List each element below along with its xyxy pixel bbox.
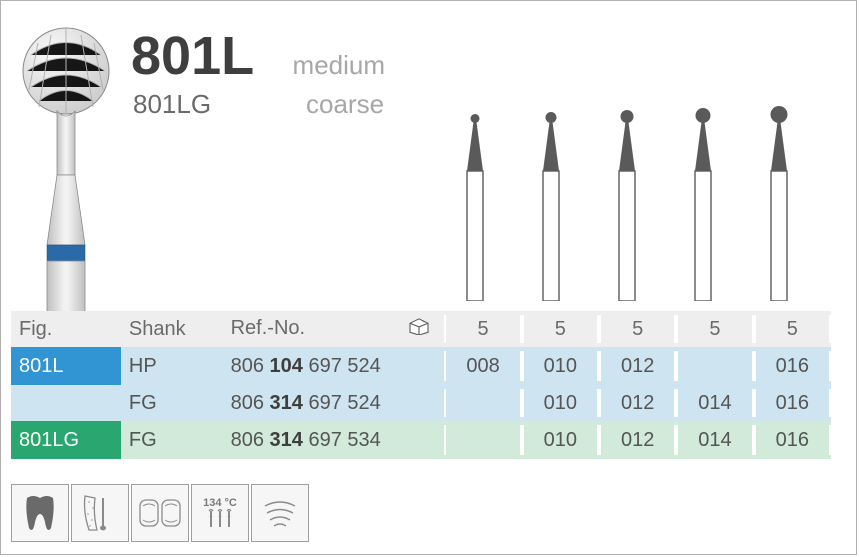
ref-cell: 806 104 697 524 bbox=[223, 347, 445, 385]
size-cell: 014 bbox=[676, 385, 753, 421]
shank-cell: FG bbox=[121, 421, 223, 459]
table-row: 801LGFG806 314 697 534 010012014016 bbox=[11, 421, 831, 459]
indication-occlusal-icon bbox=[131, 484, 189, 542]
ref-cell: 806 314 697 534 bbox=[223, 421, 445, 459]
shank-cell: FG bbox=[121, 385, 223, 421]
table-header-row: Fig. Shank Ref.-No. 5 5 5 5 5 bbox=[11, 311, 831, 347]
size-cell: 012 bbox=[599, 421, 676, 459]
mini-bur-4 bbox=[741, 101, 817, 301]
shank-cell: HP bbox=[121, 347, 223, 385]
bur-illustration bbox=[21, 25, 111, 325]
size-cell bbox=[676, 347, 753, 385]
autoclave-temp: 134 °C bbox=[203, 497, 237, 509]
col-shank-header: Shank bbox=[121, 311, 223, 347]
mini-bur-1 bbox=[513, 101, 589, 301]
model-primary: 801L bbox=[131, 25, 254, 87]
grit-secondary: coarse bbox=[306, 89, 384, 120]
spec-table: Fig. Shank Ref.-No. 5 5 5 5 5 801LHP806 … bbox=[11, 311, 831, 459]
size-cell: 010 bbox=[522, 385, 599, 421]
size-cell: 016 bbox=[754, 385, 831, 421]
size-header-0: 5 bbox=[444, 311, 521, 347]
ref-cell: 806 314 697 524 bbox=[223, 385, 445, 421]
col-ref-header: Ref.-No. bbox=[223, 311, 445, 347]
table-row: FG806 314 697 524 010012014016 bbox=[11, 385, 831, 421]
fig-cell: 801L bbox=[11, 347, 121, 385]
group-tag: 801L bbox=[11, 347, 121, 385]
ref-label: Ref.-No. bbox=[231, 317, 305, 339]
table-row: 801LHP806 104 697 524008010012 016 bbox=[11, 347, 831, 385]
mini-bur-0 bbox=[437, 101, 513, 301]
size-cell: 014 bbox=[676, 421, 753, 459]
size-header-4: 5 bbox=[754, 311, 831, 347]
size-cell bbox=[444, 421, 521, 459]
model-secondary: 801LG bbox=[133, 89, 211, 120]
size-cell: 010 bbox=[522, 421, 599, 459]
mini-bur-row bbox=[437, 101, 817, 301]
ultrasonic-icon bbox=[251, 484, 309, 542]
fig-cell: 801LG bbox=[11, 421, 121, 459]
col-fig-header: Fig. bbox=[11, 311, 121, 347]
mini-bur-2 bbox=[589, 101, 665, 301]
size-cell: 010 bbox=[522, 347, 599, 385]
fig-cell bbox=[11, 385, 121, 421]
indication-tooth-icon bbox=[11, 484, 69, 542]
pack-icon bbox=[408, 317, 430, 341]
size-header-2: 5 bbox=[599, 311, 676, 347]
size-header-3: 5 bbox=[676, 311, 753, 347]
mini-bur-3 bbox=[665, 101, 741, 301]
size-cell bbox=[444, 385, 521, 421]
size-cell: 012 bbox=[599, 385, 676, 421]
size-cell: 008 bbox=[444, 347, 521, 385]
autoclave-icon: 134 °C bbox=[191, 484, 249, 542]
size-cell: 016 bbox=[754, 347, 831, 385]
group-tag: 801LG bbox=[11, 421, 121, 459]
grit-primary: medium bbox=[293, 50, 385, 81]
footer-icons: 134 °C bbox=[11, 484, 309, 542]
size-header-1: 5 bbox=[522, 311, 599, 347]
header-row: 801L medium bbox=[131, 25, 385, 87]
indication-root-icon bbox=[71, 484, 129, 542]
size-cell: 012 bbox=[599, 347, 676, 385]
size-cell: 016 bbox=[754, 421, 831, 459]
